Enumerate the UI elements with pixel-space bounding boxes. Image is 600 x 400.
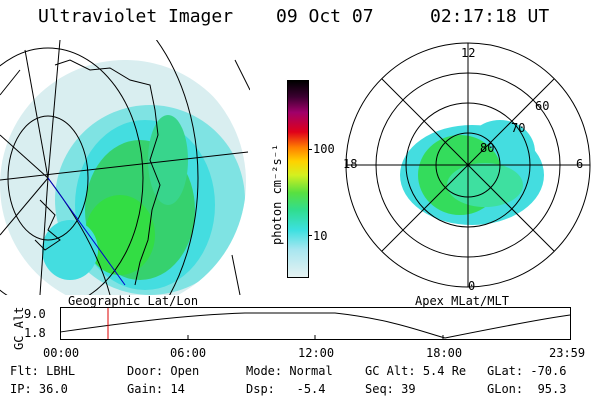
info-gain: Gain: 14 [127, 382, 185, 396]
colorbar-unit-label: photon cm⁻²s⁻¹ [270, 143, 284, 245]
time-tick-2359: 23:59 [549, 346, 586, 360]
info-seq: Seq: 39 [365, 382, 416, 396]
colorbar-tick-100: 100 [313, 142, 335, 156]
altitude-tick-low: 1.8 [24, 326, 46, 340]
info-mode: Mode: Normal [246, 364, 333, 378]
colorbar-tickmark [308, 235, 312, 236]
mlt-label-6: 6 [576, 157, 583, 171]
mlt-label-18: 18 [343, 157, 357, 171]
time-tick-1800: 18:00 [426, 346, 463, 360]
info-glat: GLat: -70.6 [487, 364, 567, 378]
altitude-tick-high: 9.0 [24, 307, 46, 321]
lat-label-80: 80 [480, 141, 494, 155]
info-dsp: Dsp: -5.4 [246, 382, 326, 396]
time-tick-0000: 00:00 [43, 346, 80, 360]
lat-label-60: 60 [535, 99, 549, 113]
mlt-label-12: 12 [461, 46, 475, 60]
colorbar-tickmark [308, 149, 312, 150]
info-ip: IP: 36.0 [10, 382, 68, 396]
right-map-caption: Apex MLat/MLT [415, 294, 509, 308]
instrument-title: Ultraviolet Imager [38, 6, 234, 27]
info-gc-alt: GC Alt: 5.4 Re [365, 364, 467, 378]
time-tick-0600: 06:00 [170, 346, 207, 360]
info-flt: Flt: LBHL [10, 364, 76, 378]
geographic-image [0, 40, 250, 295]
info-door: Door: Open [127, 364, 200, 378]
polar-mlat-mlt-plot: 12 18 6 0 60 70 80 [343, 42, 591, 293]
date-label: 09 Oct 07 [276, 6, 374, 27]
left-map-caption: Geographic Lat/Lon [68, 294, 199, 308]
time-label: 02:17:18 UT [430, 6, 550, 27]
mlt-label-0: 0 [468, 279, 475, 293]
colorbar-tick-10: 10 [313, 229, 328, 243]
time-tick-1200: 12:00 [298, 346, 335, 360]
lat-label-70: 70 [511, 121, 525, 135]
info-glon: GLon: 95.3 [487, 382, 567, 396]
altitude-plot [60, 307, 571, 340]
colorbar [287, 80, 309, 278]
